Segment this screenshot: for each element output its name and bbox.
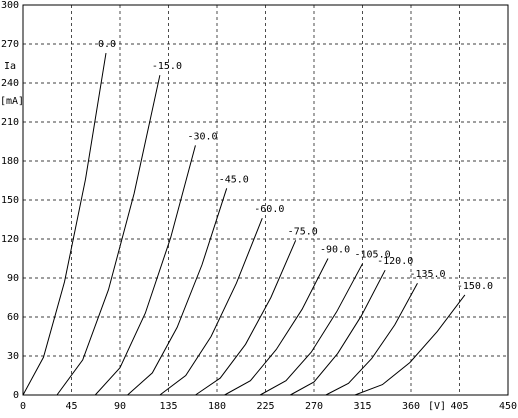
curve [94,145,196,396]
curve [290,269,386,396]
x-axis-unit: [V] [428,401,446,412]
x-tick-label: 315 [353,401,371,412]
curve-label: 0.0 [98,39,116,50]
y-tick-label: 210 [1,117,19,128]
x-tick-label: 0 [20,401,26,412]
curve-label: -150.0 [457,281,493,292]
x-tick-label: 270 [305,401,323,412]
curve-label: -45.0 [219,174,249,185]
y-tick-label: 240 [1,78,19,89]
y-tick-label: 30 [7,351,19,362]
curve [259,263,363,396]
x-tick-label: 90 [114,401,126,412]
x-tick-label: 405 [450,401,468,412]
curve [224,258,329,396]
curve-label: -30.0 [187,131,217,142]
curve-label: -15.0 [152,61,182,72]
x-tick-label: 450 [499,401,517,412]
curve [22,53,107,396]
x-tick-label: 180 [208,401,226,412]
curve [354,294,466,396]
curve [195,240,297,396]
x-tick-label: 360 [402,401,420,412]
curve-label: -135.0 [409,269,445,280]
curve [56,75,161,396]
curve-label: -105.0 [355,250,391,261]
x-tick-label: 135 [159,401,177,412]
y-tick-label: 120 [1,234,19,245]
curve-label: -75.0 [288,226,318,237]
y-tick-label: 180 [1,156,19,167]
curve [159,218,263,396]
y-tick-label: 150 [1,195,19,206]
curve-label: -60.0 [254,204,284,215]
y-tick-label: 60 [7,312,19,323]
y-tick-label: 0 [13,390,19,401]
curve-label: -90.0 [320,245,350,256]
y-tick-label: 90 [7,273,19,284]
x-tick-label: 45 [65,401,77,412]
y-axis-label: Ia [4,61,16,72]
curve-label: -120.0 [377,256,413,267]
curve [127,188,228,396]
y-tick-label: 300 [1,0,19,11]
x-tick-label: 225 [256,401,274,412]
y-axis-unit: [mA] [0,96,24,107]
y-tick-label: 270 [1,39,19,50]
curve [325,282,418,396]
